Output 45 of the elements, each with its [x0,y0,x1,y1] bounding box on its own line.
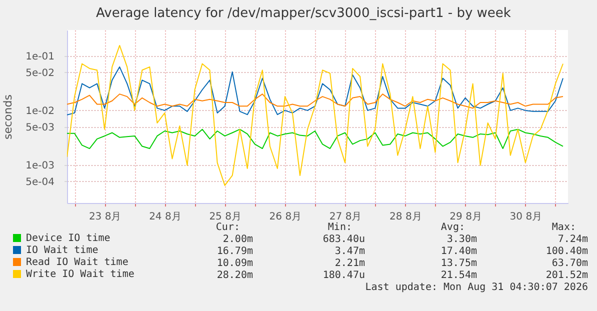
y-tick-label: 5e-03 [26,122,54,134]
y-tick-label: 5e-02 [26,68,54,79]
y-tick-label: 5e-04 [26,176,54,188]
stats-value: 3.30m [446,234,477,246]
stats-value: 10.09m [216,258,253,270]
stats-value: 2.21m [334,258,365,270]
line-series [67,94,564,109]
x-tick-label: 24 8月 [149,212,182,222]
x-tick-label: 26 8月 [269,212,302,222]
legend-label: Read IO Wait time [26,257,128,268]
line-series [67,66,564,116]
y-axis-title: seconds [2,94,15,140]
stats-value: 7.24m [558,234,588,246]
x-tick-label: 29 8月 [450,212,482,222]
legend-label: Device IO time [26,233,110,244]
x-tick-label: 30 8月 [510,212,542,222]
x-tick-label: 23 8月 [88,212,122,222]
y-tick-label: 1e-01 [26,51,54,62]
stats-value: 100.40m [546,246,588,258]
y-tick-label: 1e-03 [26,160,54,172]
stats-header: Max: [552,222,576,234]
stats-value: 201.52m [546,270,588,282]
legend-label: Write IO Wait time [26,269,134,280]
update-note: Last update: Mon Aug 31 04:30:07 2026 [365,282,588,294]
line-series [67,44,564,186]
stats-value: 28.20m [216,270,253,282]
stats-value: 13.75m [440,258,477,270]
stats-header: Cur: [216,222,240,234]
x-tick-label: 25 8月 [209,212,242,222]
stats-value: 180.47u [322,270,365,282]
stats-header: Avg: [440,222,465,234]
y-tick-label: 1e-02 [26,106,54,117]
stats-value: 21.54m [440,270,477,282]
legend-label: IO Wait time [26,245,98,256]
line-series [67,128,564,150]
stats-value: 2.00m [222,234,253,246]
stats-value: 16.79m [216,246,253,258]
stats-value: 63.70m [552,258,588,270]
stats-value: 683.40u [322,234,365,246]
x-tick-label: 28 8月 [390,212,422,222]
stats-header: Min: [328,222,352,234]
x-tick-label: 27 8月 [329,212,362,222]
chart-title: Average latency for /dev/mapper/scv3000_iscsi-part1 - by week [96,6,512,21]
stats-value: 17.40m [440,246,477,258]
stats-value: 3.47m [334,246,365,258]
